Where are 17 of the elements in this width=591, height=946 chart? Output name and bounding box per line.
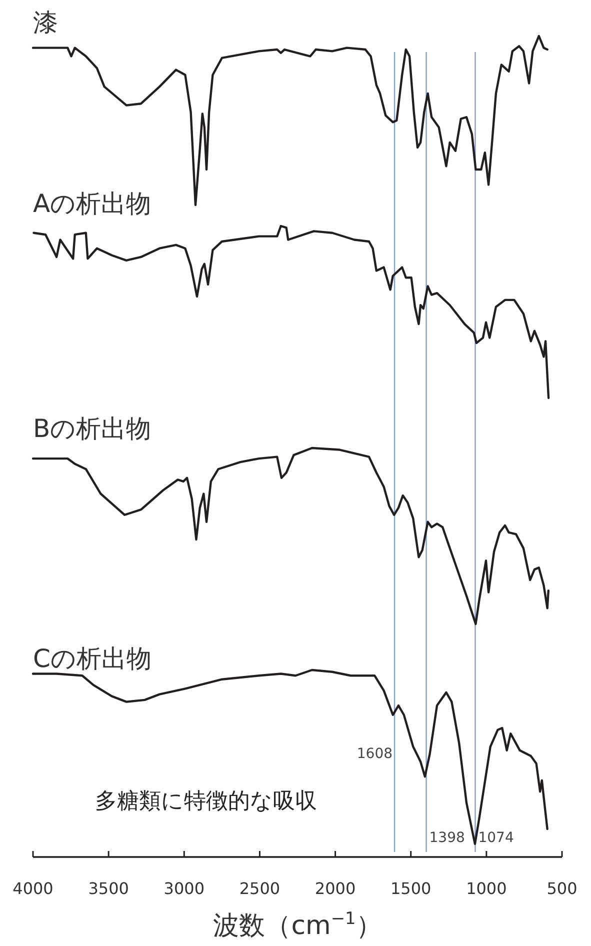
- x-tick-label: 1000: [466, 879, 507, 898]
- x-tick-label: 3500: [88, 879, 129, 898]
- chart-title: Bの析出物: [33, 414, 152, 443]
- x-axis-title: 波数（cm$^{−1}$）: [213, 908, 382, 941]
- x-tick-label: 2500: [239, 879, 280, 898]
- chart-title: 漆: [33, 8, 58, 37]
- ref-line-label: 1074: [478, 830, 514, 846]
- x-tick-label: 2000: [314, 879, 356, 898]
- x-tick-label: 500: [546, 879, 578, 898]
- chart-title: Aの析出物: [33, 189, 152, 218]
- ref-line-label: 1398: [429, 830, 465, 846]
- ref-line-label: 1608: [356, 746, 393, 762]
- x-tick-label: 4000: [12, 879, 54, 898]
- x-tick-label: 3000: [164, 879, 204, 898]
- x-tick-label: 1500: [390, 879, 432, 898]
- chart-title: Cの析出物: [33, 644, 152, 673]
- annotation: 多糖類に特徴的な吸収: [95, 789, 317, 814]
